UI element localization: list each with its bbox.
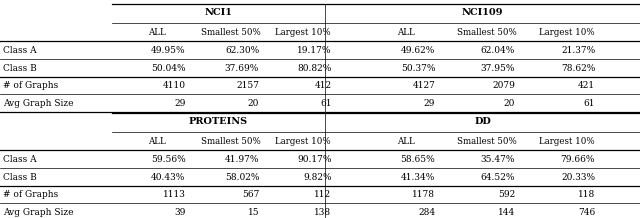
Text: 20: 20: [504, 99, 515, 107]
Text: 79.66%: 79.66%: [561, 155, 595, 164]
Text: 421: 421: [578, 81, 595, 90]
Text: 29: 29: [424, 99, 435, 107]
Text: 61: 61: [584, 99, 595, 107]
Text: 35.47%: 35.47%: [481, 155, 515, 164]
Text: Largest 10%: Largest 10%: [275, 28, 330, 37]
Text: 1178: 1178: [412, 190, 435, 199]
Text: ALL: ALL: [397, 137, 415, 146]
Text: 1113: 1113: [163, 190, 186, 199]
Text: Class B: Class B: [3, 173, 37, 182]
Text: 2079: 2079: [492, 81, 515, 90]
Text: 37.95%: 37.95%: [481, 64, 515, 73]
Text: 64.52%: 64.52%: [481, 173, 515, 182]
Text: Avg Graph Size: Avg Graph Size: [3, 208, 74, 216]
Text: 20.33%: 20.33%: [561, 173, 595, 182]
Text: DD: DD: [474, 117, 491, 126]
Text: Avg Graph Size: Avg Graph Size: [3, 99, 74, 107]
Text: 4127: 4127: [412, 81, 435, 90]
Text: 37.69%: 37.69%: [225, 64, 259, 73]
Text: ALL: ALL: [397, 28, 415, 37]
Text: 80.82%: 80.82%: [297, 64, 332, 73]
Text: Largest 10%: Largest 10%: [539, 137, 594, 146]
Text: 20: 20: [248, 99, 259, 107]
Text: Smallest 50%: Smallest 50%: [200, 137, 260, 146]
Text: # of Graphs: # of Graphs: [3, 81, 58, 90]
Text: ALL: ALL: [148, 137, 166, 146]
Text: 41.34%: 41.34%: [401, 173, 435, 182]
Text: 41.97%: 41.97%: [225, 155, 259, 164]
Text: 40.43%: 40.43%: [151, 173, 186, 182]
Text: 59.56%: 59.56%: [151, 155, 186, 164]
Text: 284: 284: [418, 208, 435, 216]
Text: 29: 29: [174, 99, 186, 107]
Text: 21.37%: 21.37%: [561, 46, 595, 55]
Text: 118: 118: [578, 190, 595, 199]
Text: 49.95%: 49.95%: [151, 46, 186, 55]
Text: 49.62%: 49.62%: [401, 46, 435, 55]
Text: 138: 138: [314, 208, 332, 216]
Text: 62.04%: 62.04%: [481, 46, 515, 55]
Text: 50.37%: 50.37%: [401, 64, 435, 73]
Text: 567: 567: [242, 190, 259, 199]
Text: 39: 39: [174, 208, 186, 216]
Text: 62.30%: 62.30%: [225, 46, 259, 55]
Text: 90.17%: 90.17%: [297, 155, 332, 164]
Text: 15: 15: [248, 208, 259, 216]
Text: 50.04%: 50.04%: [151, 64, 186, 73]
Text: Largest 10%: Largest 10%: [539, 28, 594, 37]
Text: 78.62%: 78.62%: [561, 64, 595, 73]
Text: NCI1: NCI1: [205, 8, 232, 17]
Text: 58.65%: 58.65%: [401, 155, 435, 164]
Text: PROTEINS: PROTEINS: [189, 117, 248, 126]
Text: 112: 112: [314, 190, 332, 199]
Text: Class B: Class B: [3, 64, 37, 73]
Text: 61: 61: [320, 99, 332, 107]
Text: Class A: Class A: [3, 155, 37, 164]
Text: 144: 144: [498, 208, 515, 216]
Text: NCI109: NCI109: [462, 8, 503, 17]
Text: 592: 592: [498, 190, 515, 199]
Text: Class A: Class A: [3, 46, 37, 55]
Text: Smallest 50%: Smallest 50%: [456, 137, 516, 146]
Text: # of Graphs: # of Graphs: [3, 190, 58, 199]
Text: Largest 10%: Largest 10%: [275, 137, 330, 146]
Text: 58.02%: 58.02%: [225, 173, 259, 182]
Text: 4110: 4110: [163, 81, 186, 90]
Text: 746: 746: [578, 208, 595, 216]
Text: 19.17%: 19.17%: [297, 46, 332, 55]
Text: 412: 412: [314, 81, 332, 90]
Text: 2157: 2157: [236, 81, 259, 90]
Text: 9.82%: 9.82%: [303, 173, 332, 182]
Text: Smallest 50%: Smallest 50%: [200, 28, 260, 37]
Text: Smallest 50%: Smallest 50%: [456, 28, 516, 37]
Text: ALL: ALL: [148, 28, 166, 37]
